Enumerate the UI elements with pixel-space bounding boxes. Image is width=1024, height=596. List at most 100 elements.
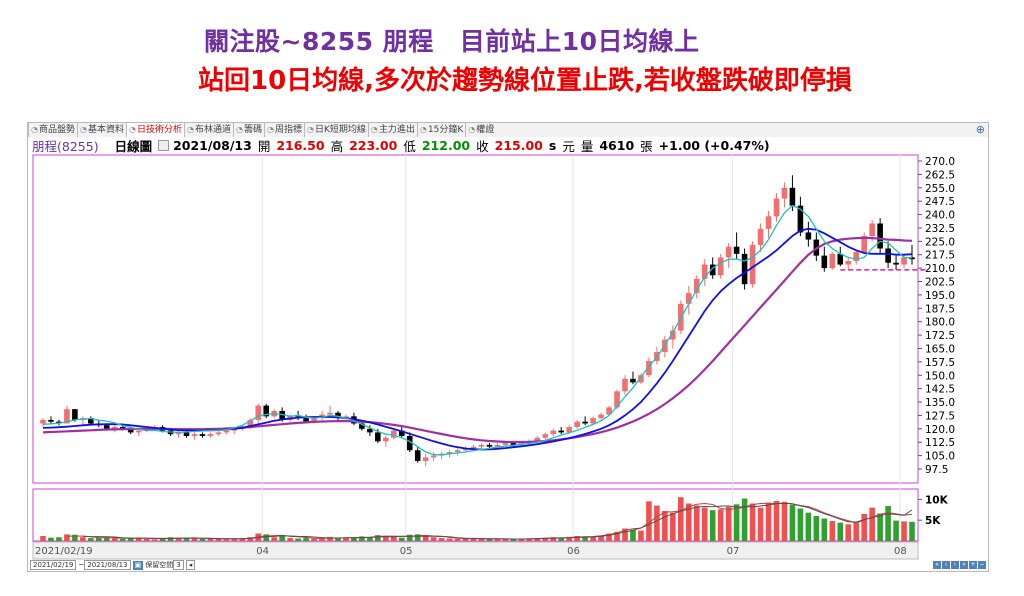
zoom-out-icon[interactable]: − <box>978 561 986 569</box>
candle-body <box>199 434 206 436</box>
apply-range-button[interactable]: ▣ <box>132 560 144 570</box>
keep-space-label: 保留空間 <box>145 561 174 569</box>
tab-6[interactable]: ◔日K短期均線 <box>304 123 368 137</box>
volume-bar <box>845 524 852 541</box>
candle-body <box>693 278 700 294</box>
close-label: 收 <box>476 138 489 154</box>
volume-bar <box>725 506 732 541</box>
volume-bar <box>837 522 844 541</box>
scroll-left-icon[interactable]: ◂ <box>185 560 196 570</box>
range-to-field[interactable]: 2021/08/13 <box>84 560 131 570</box>
candle-body <box>893 262 899 265</box>
candle-body <box>869 223 875 236</box>
price-tick-label: 135.0 <box>925 397 955 409</box>
candle-body <box>462 448 469 451</box>
candle-body <box>566 427 572 433</box>
volume-bar <box>494 539 501 541</box>
volume-bar <box>96 537 102 541</box>
price-tick-label: 240.0 <box>925 210 955 222</box>
volume-bar <box>678 497 684 541</box>
tab-0[interactable]: ◔商品盤勢 <box>28 123 77 137</box>
candle-body <box>574 421 580 428</box>
volume-bar <box>414 534 421 541</box>
candle-body <box>749 244 756 285</box>
candle-body <box>422 457 429 461</box>
sma10-label: SMA10 217.80↑ <box>124 154 206 165</box>
candle-body <box>135 430 142 433</box>
volume-bar <box>88 538 94 541</box>
zoom-icon[interactable]: ⊕ <box>975 123 985 136</box>
candle-body <box>662 339 668 353</box>
low-label: 低 <box>403 138 416 154</box>
tab-1[interactable]: ◔基本資料 <box>77 123 126 137</box>
volume-bar <box>135 537 142 541</box>
volume-bar <box>111 538 118 541</box>
volume-bar <box>518 538 525 541</box>
keep-space-field[interactable]: 3 <box>173 560 184 570</box>
candle-body <box>622 378 628 392</box>
candle-body <box>390 430 397 438</box>
price-tick-label: 187.5 <box>925 303 955 315</box>
price-tick-label: 270.0 <box>925 156 955 168</box>
candle-body <box>813 239 820 256</box>
candle-body <box>685 293 692 304</box>
nav-buttons: « ‹ › » + − <box>932 561 986 569</box>
price-tick-label: 225.0 <box>925 236 955 248</box>
tab-4[interactable]: ◔籌碼 <box>233 123 264 137</box>
price-change: +1.00 (+0.47%) <box>658 137 770 153</box>
tab-3[interactable]: ◔布林通道 <box>184 123 233 137</box>
headline-line2: 站回10日均線,多次於趨勢線位置止跌,若收盤跌破即停損 <box>198 66 852 96</box>
candle-body <box>287 416 293 420</box>
tab-2[interactable]: ◔日技術分析 <box>126 123 184 137</box>
candle-body <box>127 428 134 433</box>
volume-bar <box>470 538 477 541</box>
candle-body <box>478 444 485 447</box>
range-from-field[interactable]: 2021/02/19 <box>30 560 77 570</box>
tab-9[interactable]: ◔權證 <box>465 123 496 137</box>
nav-prev-icon[interactable]: ‹ <box>942 561 950 569</box>
volume-bar <box>510 539 517 541</box>
candle-body <box>709 264 716 276</box>
chart-checkbox[interactable] <box>158 139 170 151</box>
candle-body <box>319 414 325 419</box>
candle-body <box>359 423 365 429</box>
price-tick-label: 150.0 <box>925 370 955 382</box>
volume-bar <box>359 536 365 541</box>
candle-body <box>542 434 549 438</box>
volume-bar <box>765 502 772 541</box>
price-tick-label: 247.5 <box>925 196 955 208</box>
candle-body <box>414 450 421 461</box>
nav-next-icon[interactable]: › <box>951 561 959 569</box>
candle-body <box>582 421 588 424</box>
candle-body <box>327 412 333 415</box>
x-axis-label: 07 <box>727 546 740 557</box>
volume-bar <box>406 534 413 541</box>
volume-bar <box>869 507 875 541</box>
nav-last-icon[interactable]: » <box>960 561 968 569</box>
nav-first-icon[interactable]: « <box>933 561 941 569</box>
volume-bar <box>829 521 836 541</box>
candle-body <box>183 432 190 436</box>
volume-bar <box>127 538 134 541</box>
candle-body <box>151 427 158 429</box>
tab-7[interactable]: ◔主力進出 <box>367 123 417 137</box>
volume-bar <box>40 536 46 541</box>
candle-body <box>510 443 517 445</box>
tab-bar: ◔商品盤勢 ◔基本資料 ◔日技術分析 ◔布林通道 ◔籌碼 ◔周指標 ◔日K短期均… <box>28 123 988 137</box>
tab-5[interactable]: ◔周指標 <box>264 123 304 137</box>
candle-body <box>96 423 102 426</box>
volume-bar <box>311 538 317 541</box>
candle-body <box>805 232 812 240</box>
candle-body <box>829 253 836 269</box>
volume-bar <box>159 538 166 541</box>
chart-window: ◔商品盤勢 ◔基本資料 ◔日技術分析 ◔布林通道 ◔籌碼 ◔周指標 ◔日K短期均… <box>27 122 989 572</box>
volume-bar <box>430 537 437 541</box>
volume-bar <box>853 523 859 541</box>
volume-bar <box>446 538 453 541</box>
volume-bar <box>486 538 493 541</box>
volume-ma4-label: MA4 6399↓張 <box>168 494 237 505</box>
tab-8[interactable]: ◔15分鐘K <box>416 123 465 137</box>
candle-body <box>446 452 453 454</box>
price-tick-label: 255.0 <box>925 183 955 195</box>
zoom-in-icon[interactable]: + <box>969 561 977 569</box>
